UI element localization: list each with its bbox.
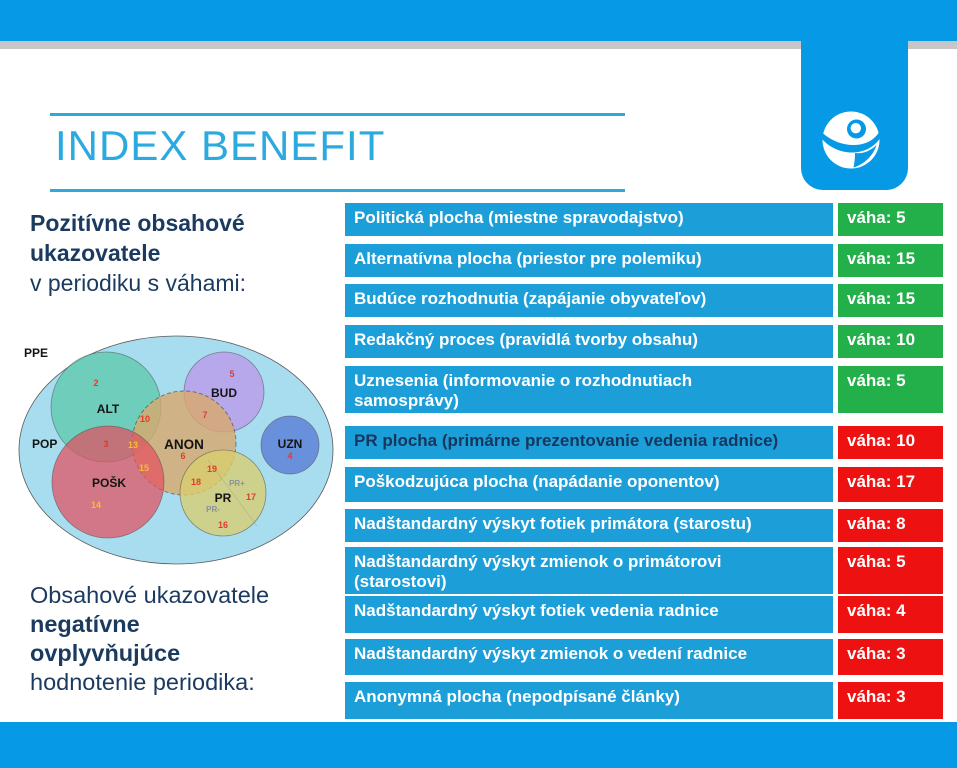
venn-value-bud-anon: 7 xyxy=(202,410,207,420)
venn-pr-divider-line xyxy=(207,459,258,527)
indicator-label: Poškodzujúca plocha (napádanie oponentov… xyxy=(345,467,833,502)
table-row: Nadštandardný výskyt fotiek primátora (s… xyxy=(345,509,943,542)
table-row: Poškodzujúca plocha (napádanie oponentov… xyxy=(345,467,943,502)
venn-value-pr-minus: 16 xyxy=(218,520,228,530)
heading-line: ukazovatele xyxy=(30,240,161,266)
weight-badge: váha: 5 xyxy=(838,547,943,594)
transparency-international-icon xyxy=(822,111,880,169)
bottom-blue-bar xyxy=(0,722,957,768)
venn-value-alt-anon: 10 xyxy=(140,414,150,424)
weight-badge: váha: 10 xyxy=(838,426,943,459)
venn-label-anon: ANON xyxy=(164,437,204,452)
indicator-label: Nadštandardný výskyt zmienok o primátoro… xyxy=(345,547,833,594)
venn-label-ppe: PPE xyxy=(24,346,48,360)
weight-badge: váha: 3 xyxy=(838,682,943,719)
table-row: Anonymná plocha (nepodpísané články) váh… xyxy=(345,682,943,719)
indicator-label: Politická plocha (miestne spravodajstvo) xyxy=(345,203,833,236)
weight-badge: váha: 4 xyxy=(838,596,943,633)
positive-indicators-heading: Pozitívne obsahové ukazovatele v periodi… xyxy=(30,208,340,298)
venn-value-alt-posk-anon: 13 xyxy=(128,440,138,450)
logo-tab xyxy=(801,0,908,190)
venn-label-posk: POŠK xyxy=(92,475,126,490)
table-row: PR plocha (primárne prezentovanie vedeni… xyxy=(345,426,943,459)
weight-badge: váha: 5 xyxy=(838,203,943,236)
indicator-label: Redakčný proces (pravidlá tvorby obsahu) xyxy=(345,325,833,358)
venn-label-pr: PR xyxy=(215,491,232,505)
venn-label-uzn: UZN xyxy=(278,437,303,451)
weight-badge: váha: 5 xyxy=(838,366,943,413)
venn-value-pr-anon-upper: 19 xyxy=(207,464,217,474)
table-row: Nadštandardný výskyt fotiek vedenia radn… xyxy=(345,596,943,633)
table-row: Politická plocha (miestne spravodajstvo)… xyxy=(345,203,943,236)
venn-diagram: PPE POP ALT BUD ANON UZN POŠK PR 2 5 7 1… xyxy=(18,335,334,565)
table-row: Alternatívna plocha (priestor pre polemi… xyxy=(345,244,943,277)
venn-value-alt: 2 xyxy=(93,378,98,388)
weight-badge: váha: 3 xyxy=(838,639,943,675)
venn-value-pr-plus: 17 xyxy=(246,492,256,502)
weight-badge: váha: 10 xyxy=(838,325,943,358)
heading-line: Obsahové ukazovatele xyxy=(30,582,270,608)
heading-line: hodnotenie periodika: xyxy=(30,669,255,695)
weight-badge: váha: 17 xyxy=(838,467,943,502)
heading-line: v periodiku s váhami: xyxy=(30,270,247,296)
venn-circle-posk xyxy=(51,425,165,539)
venn-label-bud: BUD xyxy=(211,386,237,400)
weight-badge: váha: 15 xyxy=(838,244,943,277)
venn-value-pr-anon-lower: 18 xyxy=(191,477,201,487)
venn-label-pop: POP xyxy=(32,437,57,451)
venn-value-posk-anon: 15 xyxy=(139,463,149,473)
venn-label-alt: ALT xyxy=(97,402,120,416)
indicator-label: PR plocha (primárne prezentovanie vedeni… xyxy=(345,426,833,459)
heading-line: Pozitívne obsahové xyxy=(30,210,245,236)
venn-value-anon: 6 xyxy=(180,451,185,461)
weight-badge: váha: 8 xyxy=(838,509,943,542)
heading-line: negatívne xyxy=(30,611,140,637)
table-row: Uznesenia (informovanie o rozhodnutiach … xyxy=(345,366,943,413)
table-row: Budúce rozhodnutia (zapájanie obyvateľov… xyxy=(345,284,943,317)
indicator-label: Nadštandardný výskyt fotiek primátora (s… xyxy=(345,509,833,542)
indicator-label: Nadštandardný výskyt fotiek vedenia radn… xyxy=(345,596,833,633)
table-row: Redakčný proces (pravidlá tvorby obsahu)… xyxy=(345,325,943,358)
table-row: Nadštandardný výskyt zmienok o primátoro… xyxy=(345,547,943,594)
venn-value-bud: 5 xyxy=(229,369,234,379)
negative-indicators-heading: Obsahové ukazovatele negatívne ovplyvňuj… xyxy=(30,581,340,697)
indicator-label: Alternatívna plocha (priestor pre polemi… xyxy=(345,244,833,277)
gray-divider-strip xyxy=(0,41,957,49)
weight-badge: váha: 15 xyxy=(838,284,943,317)
title-rule-bottom xyxy=(50,189,625,192)
venn-circle-pr xyxy=(179,449,267,537)
title-rule-top xyxy=(50,113,625,116)
heading-line: ovplyvňujúce xyxy=(30,640,181,666)
indicator-label: Nadštandardný výskyt zmienok o vedení ra… xyxy=(345,639,833,675)
venn-value-posk: 14 xyxy=(91,500,101,510)
indicator-label: Uznesenia (informovanie o rozhodnutiach … xyxy=(345,366,833,413)
venn-label-pr-minus: PR- xyxy=(206,505,220,514)
table-row: Nadštandardný výskyt zmienok o vedení ra… xyxy=(345,639,943,675)
venn-value-uzn: 4 xyxy=(287,451,292,461)
indicator-label: Budúce rozhodnutia (zapájanie obyvateľov… xyxy=(345,284,833,317)
venn-circle-uzn xyxy=(260,415,320,475)
top-blue-bar xyxy=(0,0,957,41)
indicator-weights-table: Politická plocha (miestne spravodajstvo)… xyxy=(345,203,943,719)
indicator-label: Anonymná plocha (nepodpísané články) xyxy=(345,682,833,719)
venn-value-alt-posk: 3 xyxy=(103,439,108,449)
page-title: INDEX BENEFIT xyxy=(55,122,386,169)
venn-label-pr-plus: PR+ xyxy=(229,479,245,488)
